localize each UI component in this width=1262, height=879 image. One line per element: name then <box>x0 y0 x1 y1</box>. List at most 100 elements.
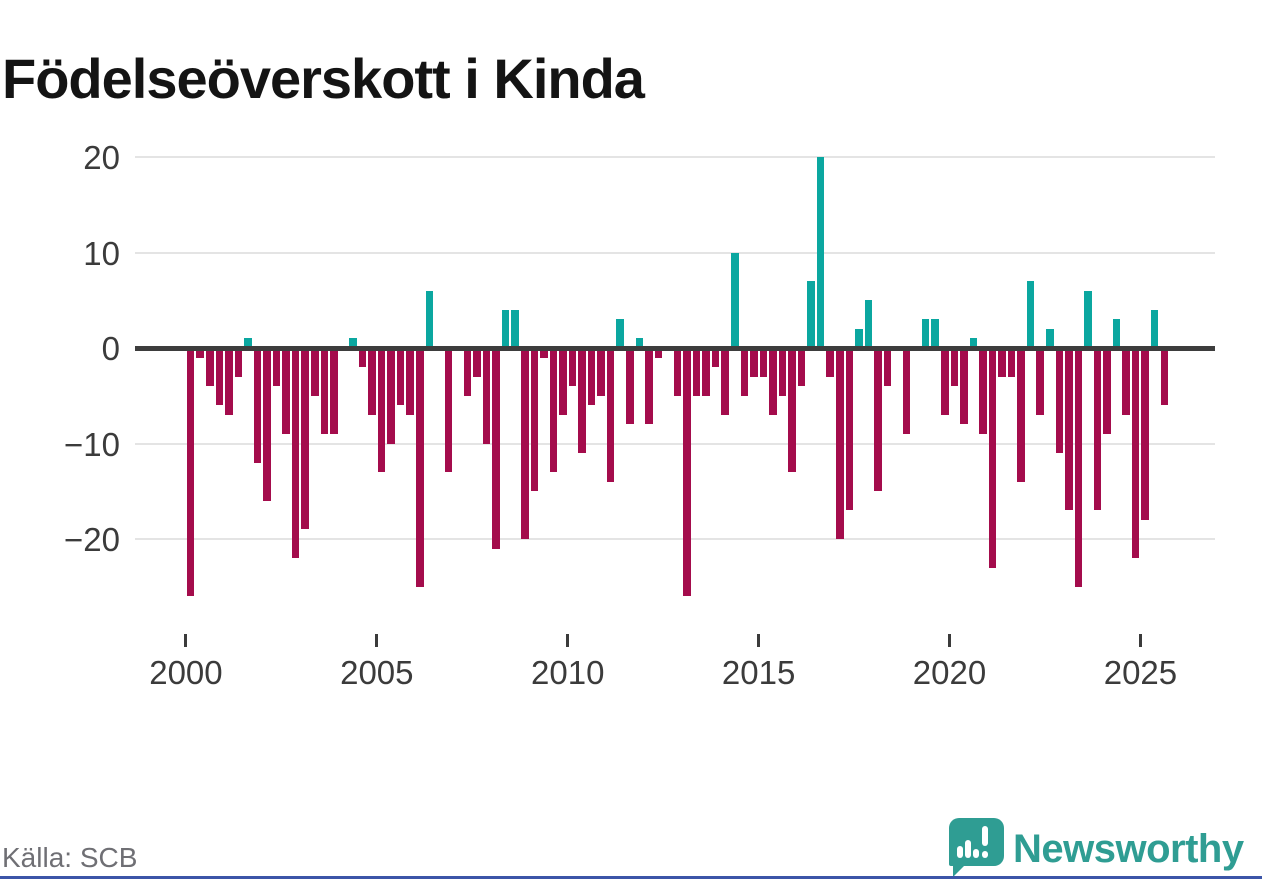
bar-2002Q4 <box>291 348 300 559</box>
x-tick <box>184 634 188 647</box>
bar-2012Q2 <box>654 348 663 358</box>
bar-2017Q1 <box>836 348 844 539</box>
bar-2002Q1 <box>263 348 271 501</box>
logo-glyph-bar3 <box>973 849 979 858</box>
bar-2016Q2 <box>807 281 815 348</box>
bar-2024Q4 <box>1131 348 1140 559</box>
bar-2017Q2 <box>845 348 854 511</box>
bar-2008Q3 <box>511 309 519 348</box>
bar-2021Q2 <box>998 348 1006 377</box>
bar-2025Q3 <box>1160 348 1169 406</box>
y-tick-label: 10 <box>83 234 120 272</box>
bar-2006Q2 <box>425 290 434 348</box>
bar-2019Q4 <box>941 348 949 415</box>
y-tick-label: 20 <box>83 139 120 176</box>
bar-2008Q4 <box>521 348 529 539</box>
bar-2010Q1 <box>568 348 577 387</box>
bar-2017Q4 <box>864 300 873 348</box>
gridline <box>135 156 1215 158</box>
bar-2023Q4 <box>1093 348 1102 511</box>
bar-2022Q2 <box>1036 348 1044 415</box>
gridline <box>135 251 1215 254</box>
bar-2018Q4 <box>902 348 911 434</box>
logo-glyph-bar2 <box>965 840 971 858</box>
bar-2022Q1 <box>1026 281 1035 348</box>
gridline <box>135 538 1215 540</box>
bar-2015Q4 <box>788 348 796 473</box>
bar-2005Q4 <box>406 348 414 415</box>
bar-2019Q2 <box>921 319 930 348</box>
bar-2015Q2 <box>769 348 777 415</box>
newsworthy-wordmark: Newsworthy <box>1013 827 1244 871</box>
bar-2020Q1 <box>950 348 959 387</box>
bar-2010Q2 <box>578 348 586 454</box>
bar-2001Q4 <box>253 348 262 463</box>
bar-2000Q1 <box>186 348 195 597</box>
bar-2025Q1 <box>1141 348 1149 520</box>
bar-2011Q3 <box>626 348 634 425</box>
bar-2003Q4 <box>330 348 338 434</box>
x-tick-label: 2005 <box>340 654 414 691</box>
bar-2000Q2 <box>196 348 204 358</box>
bar-2001Q3 <box>244 338 252 348</box>
bar-2023Q3 <box>1084 290 1092 348</box>
bar-2004Q4 <box>368 348 376 415</box>
bar-2024Q3 <box>1122 348 1130 415</box>
bar-2013Q3 <box>702 348 710 396</box>
bar-2016Q3 <box>816 157 825 348</box>
x-tick <box>1138 634 1142 647</box>
bar-2008Q1 <box>492 348 500 549</box>
bar-2011Q2 <box>616 319 624 348</box>
bar-2009Q3 <box>549 348 558 473</box>
x-tick-label: 2015 <box>721 654 796 691</box>
x-tick-label: 2000 <box>149 654 223 691</box>
bar-2015Q3 <box>778 348 787 396</box>
source-label: Källa: SCB <box>2 842 138 873</box>
bar-2013Q2 <box>692 348 701 396</box>
bar-2021Q3 <box>1007 348 1016 377</box>
bar-2020Q2 <box>960 348 968 425</box>
bar-2025Q2 <box>1150 309 1159 348</box>
bar-2005Q3 <box>396 348 405 406</box>
bar-2023Q1 <box>1065 348 1073 511</box>
bar-2023Q2 <box>1074 348 1083 587</box>
y-tick-label: −20 <box>64 521 120 558</box>
logo-glyph-bar1 <box>957 846 963 858</box>
bar-2019Q3 <box>931 319 939 348</box>
bar-2021Q1 <box>988 348 997 568</box>
bar-2014Q3 <box>740 348 749 396</box>
bar-2003Q3 <box>320 348 329 434</box>
bar-2007Q4 <box>482 348 491 444</box>
logo-glyph-exclamation-stem <box>982 826 988 846</box>
y-tick-label: −10 <box>64 425 120 463</box>
bar-2010Q4 <box>597 348 605 396</box>
bar-2013Q4 <box>711 348 720 368</box>
x-tick <box>948 634 952 647</box>
x-tick-label: 2020 <box>912 654 987 691</box>
bar-2009Q2 <box>540 348 548 358</box>
zero-line <box>135 345 1215 351</box>
bar-2000Q4 <box>215 348 224 406</box>
bar-2006Q4 <box>444 348 453 473</box>
x-tick-label: 2025 <box>1103 654 1178 691</box>
x-tick <box>566 634 570 647</box>
bar-2009Q1 <box>530 348 539 492</box>
newsworthy-logo-icon <box>949 818 1004 866</box>
bar-2001Q2 <box>234 348 243 377</box>
bar-2010Q3 <box>587 348 596 406</box>
bar-2007Q3 <box>473 348 481 377</box>
bar-2020Q3 <box>969 338 978 348</box>
bar-2022Q3 <box>1046 328 1054 348</box>
x-tick <box>375 634 379 647</box>
bar-2002Q2 <box>272 348 281 387</box>
bar-2012Q1 <box>645 348 653 425</box>
bar-2018Q1 <box>874 348 882 492</box>
bar-2001Q1 <box>225 348 233 415</box>
x-tick <box>757 634 761 647</box>
bar-2011Q4 <box>635 338 644 348</box>
bar-2022Q4 <box>1055 348 1064 454</box>
bar-2015Q1 <box>759 348 768 377</box>
bar-2013Q1 <box>683 348 691 597</box>
logo-speech-bubble-tail <box>953 862 968 877</box>
page-title: Födelseöverskott i Kinda <box>2 46 645 110</box>
